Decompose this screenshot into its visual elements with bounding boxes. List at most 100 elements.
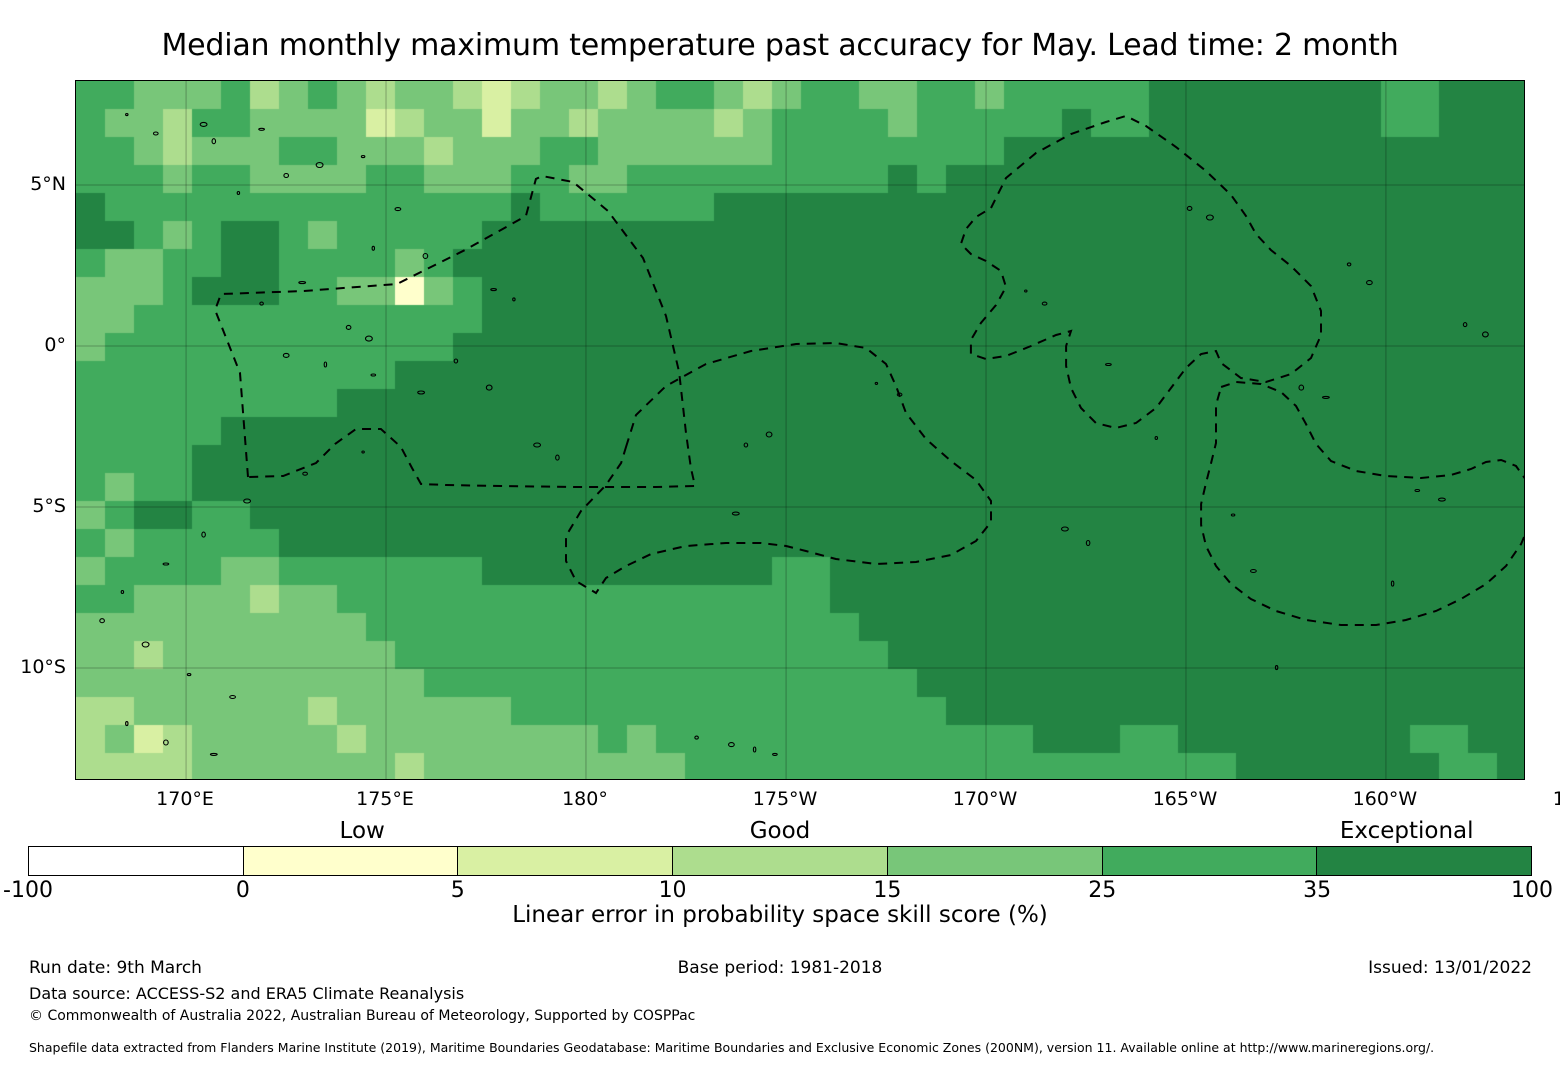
island-speck	[1154, 435, 1159, 441]
island-speck	[1346, 262, 1352, 267]
xtick-label-7: 155°W	[1552, 788, 1560, 810]
eez-boundaries	[214, 114, 1524, 626]
island-speck	[125, 721, 129, 727]
xtick-label-3: 175°W	[752, 788, 818, 810]
colorbar-category-0: Low	[339, 818, 385, 844]
island-speck	[360, 155, 366, 159]
xtick-label-5: 165°W	[1152, 788, 1218, 810]
colorbar-tick-labels: -100 0 5 10 15 25 35 100	[3, 878, 1553, 904]
island-speck	[298, 281, 307, 285]
island-speck	[302, 471, 308, 476]
island-speck	[282, 352, 290, 358]
base-period-text: Base period: 1981-2018	[677, 958, 883, 978]
island-speck	[243, 498, 252, 504]
figure-footer: Run date: 9th March Base period: 1981-20…	[0, 958, 1560, 1024]
ytick-label-3: 10°S	[20, 656, 66, 679]
issued-date-text: Issued: 13/01/2022	[1368, 958, 1532, 978]
island-speck	[728, 742, 735, 748]
island-speck	[896, 392, 903, 397]
ytick-label-2: 5°S	[32, 495, 66, 518]
island-speck	[1366, 280, 1373, 286]
map-plot-area	[75, 80, 1525, 780]
island-speck	[199, 121, 208, 127]
data-source-text: Data source: ACCESS-S2 and ERA5 Climate …	[29, 984, 465, 1003]
island-speck	[694, 735, 699, 740]
island-speck	[236, 190, 241, 196]
colorbar	[28, 846, 1532, 876]
eez-west	[214, 174, 697, 488]
island-speck	[162, 562, 170, 566]
island-speck	[259, 301, 264, 306]
island-speck	[125, 113, 129, 117]
xtick-label-4: 170°W	[952, 788, 1018, 810]
island-speck	[1321, 395, 1330, 399]
island-speck	[874, 381, 879, 385]
island-speck	[772, 752, 778, 756]
island-speck	[371, 245, 376, 251]
shapefile-attribution-text: Shapefile data extracted from Flanders M…	[29, 1040, 1435, 1055]
colorbar-tick-0: -100	[3, 878, 53, 903]
map-overlay	[76, 81, 1524, 779]
island-speck	[1414, 488, 1421, 493]
island-speck	[1186, 205, 1193, 211]
island-speck	[364, 335, 373, 342]
colorbar-segment-0	[29, 847, 244, 875]
island-speck	[99, 618, 105, 624]
colorbar-tick-5: 25	[1088, 878, 1117, 903]
island-speck	[141, 641, 150, 648]
island-speck	[1298, 384, 1305, 391]
colorbar-segment-2	[458, 847, 674, 875]
island-speck	[512, 297, 516, 302]
island-speck	[1437, 497, 1446, 502]
island-speck	[283, 172, 290, 179]
xtick-label-2: 180°	[562, 788, 608, 810]
island-speck	[453, 358, 459, 364]
ytick-label-1: 0°	[44, 334, 66, 357]
island-speck	[1250, 568, 1257, 574]
island-speck	[120, 589, 125, 595]
colorbar-tick-6: 35	[1303, 878, 1332, 903]
island-speck	[1462, 322, 1468, 328]
island-speck	[152, 131, 159, 136]
island-speck	[485, 384, 493, 391]
xtick-label-1: 175°E	[356, 788, 414, 810]
island-speck	[731, 511, 740, 516]
island-coastlines	[99, 113, 1489, 756]
colorbar-category-labels: Low Good Exceptional	[28, 818, 1532, 846]
island-speck	[229, 694, 236, 700]
ytick-label-0: 5°N	[30, 173, 66, 196]
island-speck	[186, 673, 192, 677]
colorbar-tick-3: 10	[658, 878, 687, 903]
island-speck	[743, 442, 749, 448]
island-speck	[323, 361, 328, 368]
island-speck	[370, 373, 377, 377]
island-speck	[417, 390, 426, 395]
island-speck	[394, 207, 402, 212]
island-speck	[361, 450, 365, 454]
colorbar-tick-1: 0	[235, 878, 250, 903]
island-speck	[1105, 362, 1112, 367]
island-speck	[752, 746, 757, 753]
island-speck	[1041, 301, 1048, 306]
colorbar-tick-7: 100	[1511, 878, 1553, 903]
colorbar-segment-3	[673, 847, 888, 875]
island-speck	[211, 138, 217, 145]
island-speck	[201, 531, 206, 538]
island-speck	[533, 442, 542, 448]
eez-east-north	[959, 114, 1322, 430]
island-speck	[555, 454, 560, 461]
map-gridlines	[76, 81, 1524, 779]
xtick-label-0: 170°E	[156, 788, 214, 810]
island-speck	[765, 431, 773, 438]
figure-title: Median monthly maximum temperature past …	[161, 28, 1399, 63]
island-speck	[209, 752, 218, 756]
colorbar-segment-4	[887, 847, 1103, 875]
eez-central	[565, 341, 992, 595]
colorbar-axis-label: Linear error in probability space skill …	[512, 902, 1048, 928]
colorbar-segment-6	[1317, 847, 1532, 875]
island-speck	[1274, 665, 1279, 671]
island-speck	[1205, 214, 1214, 221]
colorbar-category-1: Good	[749, 818, 811, 844]
island-speck	[1024, 289, 1028, 293]
island-speck	[1230, 513, 1236, 517]
